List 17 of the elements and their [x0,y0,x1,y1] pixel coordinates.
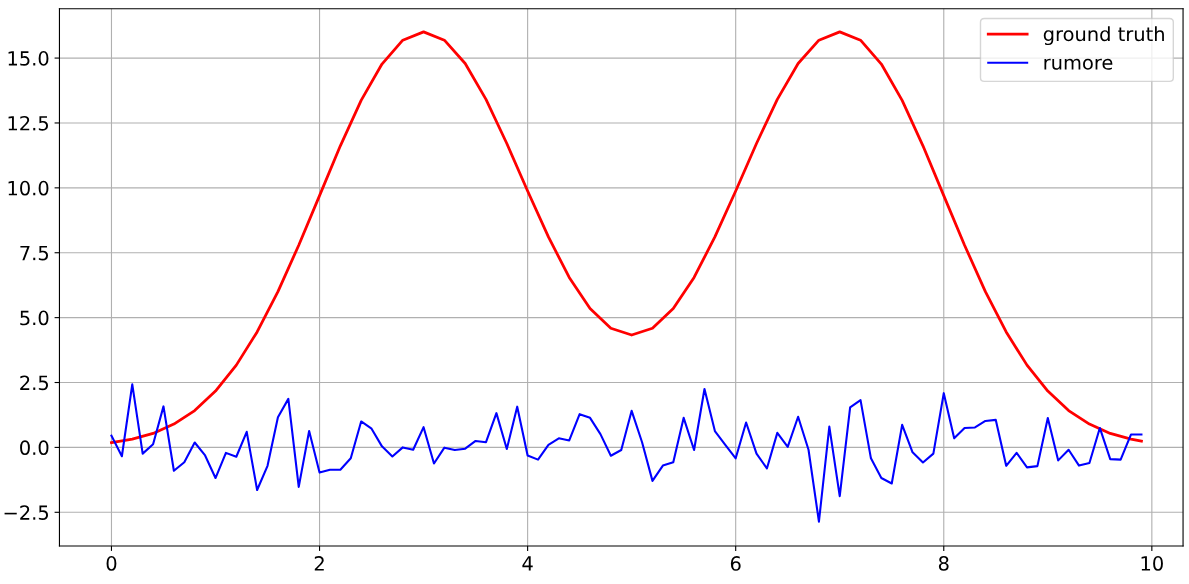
x-tick-label: 0 [106,556,117,571]
y-tick-label: 10.0 [8,180,49,196]
legend-label: ground truth [1043,26,1164,46]
legend-label: rumore [1044,58,1113,70]
y-tick-label: 7.5 [20,245,49,261]
y-tick-label: −2.5 [4,505,49,520]
y-tick-label: 2.5 [20,375,49,391]
line-series [110,383,1143,523]
y-tick-label: 0.0 [20,440,49,456]
x-tick-label: 8 [938,556,949,571]
x-tick-label: 4 [522,556,533,571]
x-tick-label: 10 [1141,556,1163,571]
y-tick-label: 15.0 [8,51,49,66]
x-tick-label: 2 [314,556,324,571]
y-tick-label: 5.0 [20,310,49,326]
x-tick-label: 6 [730,556,741,571]
y-tick-label: 12.5 [8,115,49,131]
